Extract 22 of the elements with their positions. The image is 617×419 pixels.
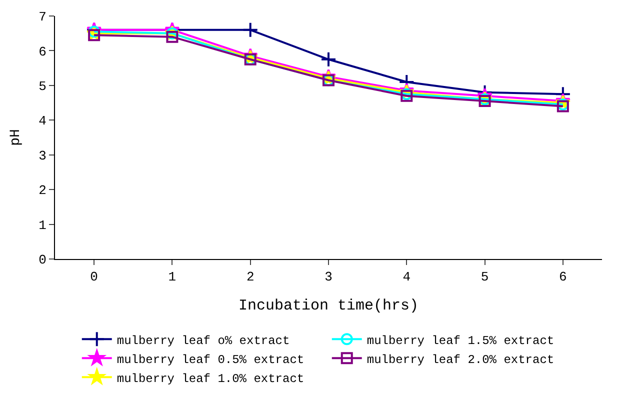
x-tick-label: 1 bbox=[168, 270, 176, 285]
x-tick-label: 0 bbox=[90, 270, 98, 285]
x-tick-label: 6 bbox=[559, 270, 567, 285]
x-tick-label: 2 bbox=[246, 270, 254, 285]
y-axis-title: pH bbox=[8, 129, 24, 146]
x-tick-label: 5 bbox=[480, 270, 489, 285]
y-tick-label: 4 bbox=[38, 114, 47, 129]
legend-label: mulberry leaf 1.0% extract bbox=[116, 372, 304, 386]
y-tick-label: 5 bbox=[38, 78, 46, 94]
y-tick-label: 6 bbox=[38, 44, 46, 60]
x-axis-title: Incubation time(hrs) bbox=[238, 298, 419, 315]
legend-label: mulberry leaf 0.5% extract bbox=[116, 352, 304, 367]
x-tick-label: 3 bbox=[324, 270, 332, 285]
y-tick-label: 3 bbox=[38, 148, 46, 164]
x-tick-label: 4 bbox=[402, 270, 411, 285]
legend-label: mulberry leaf 2.0% extract bbox=[366, 352, 554, 367]
y-tick-label: 2 bbox=[38, 183, 46, 198]
y-tick-label: 1 bbox=[38, 218, 47, 233]
y-tick-label: 7 bbox=[38, 10, 46, 25]
legend-label: mulberry leaf o% extract bbox=[116, 334, 290, 348]
y-tick-label: 0 bbox=[38, 252, 46, 268]
legend-label: mulberry leaf 1.5% extract bbox=[366, 334, 554, 348]
